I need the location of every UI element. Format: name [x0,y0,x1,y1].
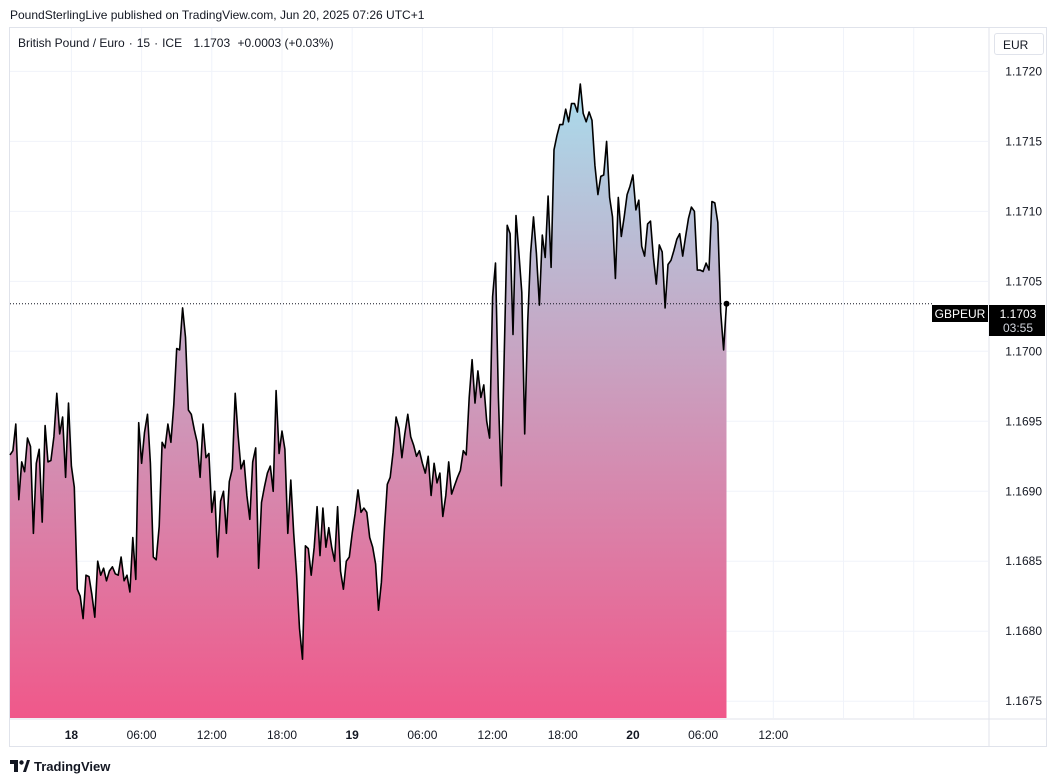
footer-brand[interactable]: TradingView [10,759,110,775]
chart-frame [9,27,1047,747]
legend-interval: 15 [136,36,151,50]
x-tick-label: 19 [346,728,360,742]
x-tick-label: 06:00 [407,728,437,742]
legend-change: +0.0003 (+0.03%) [237,36,334,50]
legend-exchange: ICE [162,36,183,50]
price-area-fill [10,84,727,718]
price-line [9,83,728,660]
current-price-symbol: GBPEUR [935,307,986,321]
publisher-line: PoundSterlingLive published on TradingVi… [10,8,425,22]
x-tick-label: 18:00 [267,728,297,742]
x-tick-label: 18 [65,728,79,742]
bar-countdown: 03:55 [1003,321,1033,335]
x-tick-label: 06:00 [688,728,718,742]
last-price-dot [723,300,730,307]
y-tick-label: 1.1690 [1005,484,1042,498]
y-tick-label: 1.1705 [1005,274,1042,288]
y-tick-label: 1.1715 [1005,134,1042,148]
legend-separator: · [128,36,133,50]
legend-separator: · [154,36,159,50]
y-tick-label: 1.1685 [1005,554,1042,568]
legend-last-price: 1.1703 [193,36,231,50]
current-price-label: GBPEUR 1.1703 03:55 [932,305,1045,336]
legend-symbol: British Pound / Euro [18,36,125,50]
x-tick-label: 20 [626,728,640,742]
y-tick-label: 1.1700 [1005,344,1042,358]
symbol-legend[interactable]: British Pound / Euro · 15 · ICE 1.1703 +0.00… [18,36,338,50]
y-tick-label: 1.1710 [1005,204,1042,218]
y-tick-label: 1.1680 [1005,624,1042,638]
y-tick-label: 1.1695 [1005,414,1042,428]
x-tick-label: 12:00 [197,728,227,742]
tradingview-logo-icon [10,760,30,775]
currency-badge[interactable]: EUR [994,33,1044,55]
x-tick-label: 12:00 [758,728,788,742]
y-tick-label: 1.1675 [1005,694,1042,708]
footer-brand-label: TradingView [34,759,111,774]
time-axis[interactable]: 18 06:00 12:00 18:00 19 06:00 12:00 18:00 20 06:0… [65,728,789,742]
x-tick-label: 06:00 [127,728,157,742]
y-tick-label: 1.1720 [1005,64,1042,78]
price-axis[interactable]: 1.1720 1.1715 1.1710 1.1705 1.1700 1.1695 1.16… [1005,64,1042,708]
current-price-value: 1.1703 [1000,307,1037,321]
x-tick-label: 12:00 [478,728,508,742]
x-tick-label: 18:00 [548,728,578,742]
